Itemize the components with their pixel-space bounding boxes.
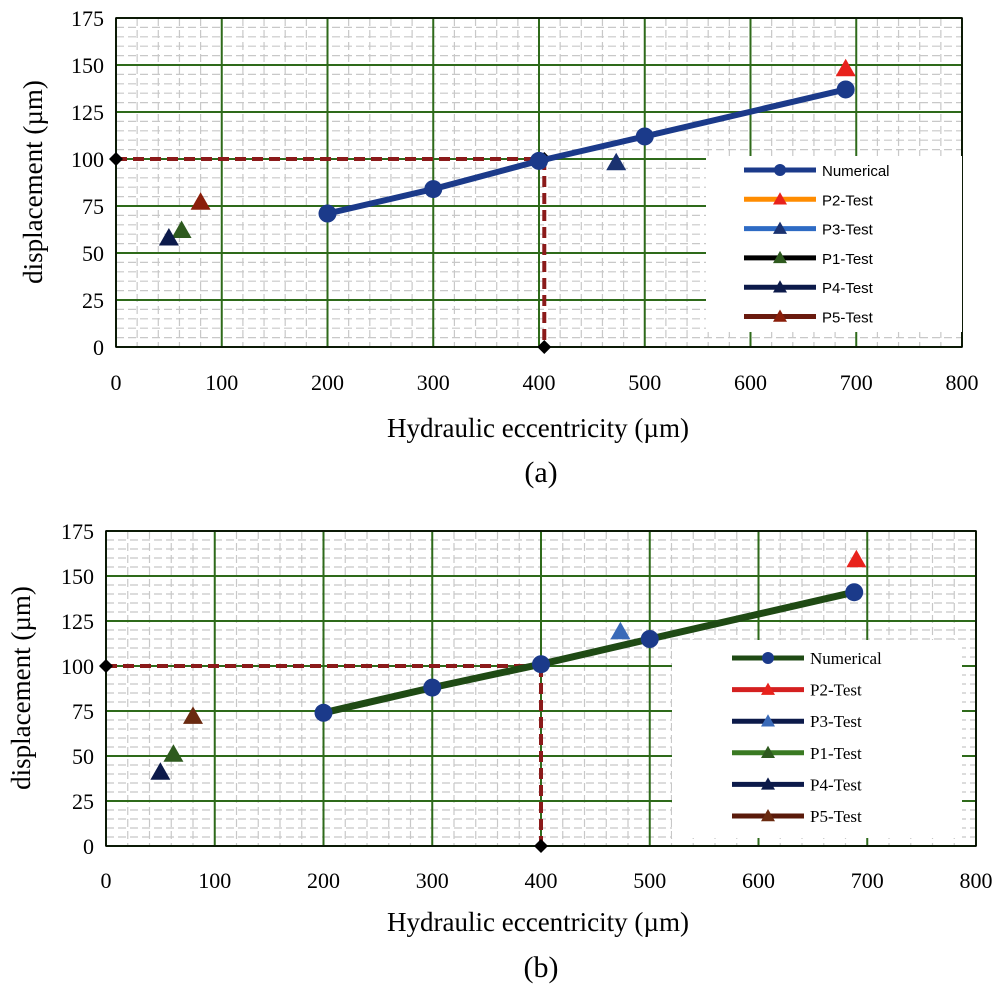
numerical-point [640, 630, 659, 648]
x-tick-label: 600 [734, 370, 767, 395]
legend-label: P2-Test [822, 192, 874, 209]
chart-a: 0 100 200 300 400 500 600 700 800 0 25 50 75 100 125 15… [18, 6, 979, 489]
x-tick-label: 100 [205, 370, 238, 395]
x-tick-label: 500 [628, 370, 661, 395]
x-tick-label: 500 [633, 868, 666, 893]
legend-label: P3-Test [810, 712, 862, 731]
legend-marker-triangle [773, 280, 787, 293]
p5-test-point [183, 706, 203, 724]
y-tick-label: 50 [72, 744, 94, 769]
x-tick-label: 300 [417, 370, 450, 395]
y-tick-label: 50 [82, 241, 104, 266]
legend-marker-triangle [761, 714, 775, 727]
numerical-point [532, 655, 550, 674]
legend-marker-circle [774, 164, 786, 176]
y-tick-label: 75 [82, 194, 104, 219]
numerical-point [424, 180, 443, 199]
x-tick-label: 700 [851, 868, 884, 893]
x-tick-label: 400 [525, 868, 558, 893]
p2-test-point [835, 58, 856, 77]
chart-caption: (b) [524, 951, 559, 984]
legend-label: P4-Test [810, 775, 862, 794]
numerical-point [845, 583, 864, 602]
y-axis-label: displacement (µm) [6, 586, 36, 790]
numerical-point [318, 204, 337, 223]
y-tick-label: 150 [71, 53, 104, 78]
guide-diamond-marker [109, 152, 123, 166]
p4-test-point [150, 762, 171, 780]
x-tick-label: 100 [198, 868, 231, 893]
legend-label: P2-Test [810, 681, 862, 700]
x-tick-label: 0 [111, 370, 122, 395]
numerical-point [836, 80, 855, 99]
legend-marker-circle [762, 652, 774, 664]
y-tick-label: 175 [71, 6, 104, 31]
numerical-point [423, 678, 442, 697]
legend-marker-triangle [773, 221, 787, 234]
y-axis-label: displacement (µm) [18, 80, 48, 284]
legend-marker-triangle [773, 192, 787, 205]
legend-label: P1-Test [822, 251, 874, 268]
y-tick-label: 100 [71, 147, 104, 172]
p4-test-point [158, 227, 179, 246]
x-tick-label: 700 [840, 370, 873, 395]
legend-label: P1-Test [810, 744, 862, 763]
legend-marker-triangle [773, 309, 787, 322]
legend-marker-triangle [761, 682, 775, 695]
legend: Numerical P2-Test P3-Test P1-Test P4-Test P5-… [706, 156, 962, 332]
guide-diamond-marker [99, 659, 113, 673]
p1-test-point [171, 220, 192, 238]
x-axis-label: Hydraulic eccentricity (µm) [387, 413, 689, 443]
x-tick-label: 300 [416, 868, 449, 893]
legend-marker-triangle [773, 250, 787, 264]
legend-label: Numerical [810, 649, 882, 668]
x-tick-label: 200 [311, 370, 344, 395]
y-tick-label: 25 [72, 789, 94, 814]
p3-test-point [606, 152, 627, 171]
legend-label: P5-Test [822, 310, 874, 327]
p5-test-point [190, 192, 211, 210]
legend-box [672, 640, 962, 838]
y-tick-label: 125 [71, 100, 104, 125]
x-tick-label: 600 [742, 868, 775, 893]
y-tick-label: 0 [83, 834, 94, 859]
chart-caption: (a) [524, 456, 557, 489]
numerical-point [314, 703, 333, 722]
legend-label: P3-Test [822, 222, 874, 239]
numerical-point [530, 151, 548, 170]
x-tick-label: 0 [101, 868, 112, 893]
x-tick-label: 200 [307, 868, 340, 893]
legend-box [706, 156, 962, 332]
p3-test-point [610, 621, 631, 640]
y-tick-label: 125 [61, 609, 94, 634]
x-axis-label: Hydraulic eccentricity (µm) [387, 907, 689, 937]
x-tick-label: 400 [523, 370, 556, 395]
y-tick-label: 175 [61, 519, 94, 544]
legend: Numerical P2-Test P3-Test P1-Test P4-Test P5-… [672, 640, 962, 838]
y-tick-label: 0 [93, 335, 104, 360]
legend-label: P5-Test [810, 807, 862, 826]
y-tick-label: 75 [72, 699, 94, 724]
x-tick-label: 800 [960, 868, 993, 893]
y-tick-label: 150 [61, 564, 94, 589]
p2-test-point [846, 549, 867, 568]
guide-diamond-marker [537, 340, 552, 354]
legend-marker-triangle [761, 777, 775, 790]
guide-diamond-marker [534, 839, 548, 853]
numerical-point [635, 127, 654, 146]
legend-marker-triangle [761, 745, 775, 759]
chart-b: 0 100 200 300 400 500 600 700 800 0 25 50 75 100 125 15… [6, 519, 993, 984]
legend-marker-triangle [761, 809, 775, 822]
y-tick-label: 25 [82, 288, 104, 313]
legend-label: P4-Test [822, 280, 874, 297]
y-tick-label: 100 [61, 654, 94, 679]
x-tick-label: 800 [946, 370, 979, 395]
legend-label: Numerical [822, 163, 890, 180]
p1-test-point [163, 744, 184, 762]
